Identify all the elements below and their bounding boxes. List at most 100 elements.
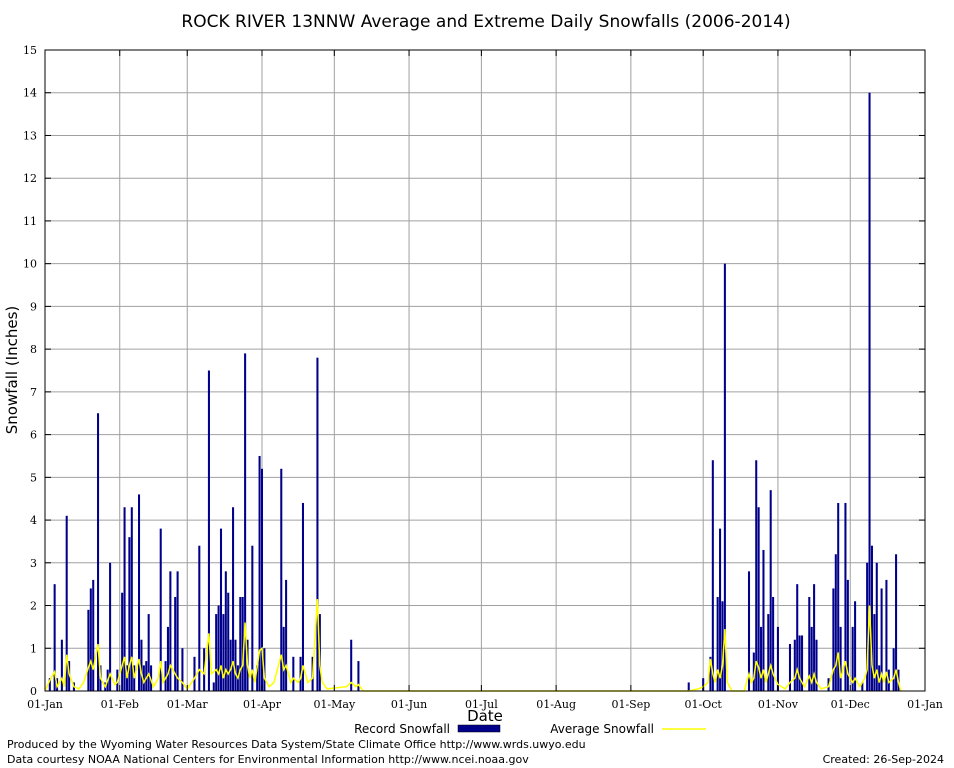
record-snowfall-bar bbox=[878, 665, 881, 691]
x-tick-label: 01-Mar bbox=[167, 698, 209, 711]
record-snowfall-bar bbox=[810, 626, 813, 691]
record-snowfall-bar bbox=[232, 507, 235, 691]
record-snowfall-bar bbox=[702, 678, 705, 691]
record-snowfall-bar bbox=[875, 562, 878, 691]
record-snowfall-bar bbox=[861, 682, 864, 691]
record-snowfall-bar bbox=[181, 648, 184, 691]
y-tick-label: 3 bbox=[30, 557, 37, 570]
x-tick-label: 01-Jun bbox=[391, 698, 427, 711]
record-snowfall-bar bbox=[256, 665, 259, 691]
record-snowfall-bar bbox=[48, 678, 51, 691]
y-tick-label: 9 bbox=[30, 300, 37, 313]
x-tick-label: 01-Oct bbox=[685, 698, 723, 711]
record-snowfall-bar bbox=[145, 661, 148, 691]
record-snowfall-bar bbox=[285, 579, 288, 691]
y-tick-label: 2 bbox=[30, 600, 37, 613]
record-snowfall-bar bbox=[142, 665, 145, 691]
record-snowfall-bars bbox=[48, 92, 900, 691]
record-snowfall-bar bbox=[164, 661, 167, 691]
record-snowfall-bar bbox=[350, 639, 353, 691]
x-tick-label: 01-Aug bbox=[536, 698, 576, 711]
record-snowfall-bar bbox=[709, 656, 712, 691]
x-axis-title: Date bbox=[467, 707, 503, 725]
y-tick-label: 8 bbox=[30, 343, 37, 356]
record-snowfall-bar bbox=[138, 494, 141, 691]
x-axis-ticks: 01-Jan 01-Feb 01-Mar 01-Apr 01-May 01-Jun 01-J… bbox=[27, 50, 943, 711]
footer-created: Created: 26-Sep-2024 bbox=[823, 753, 944, 766]
x-tick-label: 01-May bbox=[313, 698, 356, 711]
record-snowfall-bar bbox=[65, 515, 68, 691]
record-snowfall-bar bbox=[159, 528, 162, 691]
record-snowfall-bar bbox=[895, 554, 898, 691]
legend-swatch-record bbox=[457, 724, 501, 733]
record-snowfall-bar bbox=[166, 626, 169, 691]
record-snowfall-bar bbox=[193, 656, 196, 691]
record-snowfall-bar bbox=[723, 263, 726, 691]
y-tick-label: 4 bbox=[30, 514, 37, 527]
record-snowfall-bar bbox=[808, 596, 811, 691]
record-snowfall-bar bbox=[207, 370, 210, 691]
y-tick-label: 10 bbox=[23, 258, 37, 271]
record-snowfall-bar bbox=[747, 571, 751, 691]
record-snowfall-bar bbox=[772, 596, 775, 691]
y-tick-label: 12 bbox=[23, 172, 37, 185]
footer-courtesy: Data courtesy NOAA National Centers for … bbox=[7, 753, 529, 766]
record-snowfall-bar bbox=[832, 588, 835, 691]
footer-produced-by: Produced by the Wyoming Water Resources … bbox=[7, 738, 586, 751]
record-snowfall-bar bbox=[357, 661, 360, 691]
x-tick-label: 01-Nov bbox=[758, 698, 799, 711]
x-tick-label: 01-Jan bbox=[907, 698, 943, 711]
record-snowfall-bar bbox=[224, 571, 227, 691]
record-snowfall-bar bbox=[130, 507, 133, 691]
y-axis-title: Snowfall (Inches) bbox=[3, 306, 21, 434]
record-snowfall-bar bbox=[866, 562, 869, 691]
x-tick-label: 01-Apr bbox=[243, 698, 282, 711]
record-snowfall-bar bbox=[239, 596, 242, 691]
record-snowfall-bar bbox=[885, 579, 888, 691]
record-snowfall-bar bbox=[147, 614, 150, 691]
x-tick-label: 01-Sep bbox=[611, 698, 650, 711]
legend-label-average: Average Snowfall bbox=[550, 722, 654, 736]
record-snowfall-bar bbox=[89, 588, 92, 691]
record-snowfall-bar bbox=[251, 545, 254, 691]
record-snowfall-bar bbox=[241, 596, 244, 691]
record-snowfall-bar bbox=[755, 460, 758, 691]
record-snowfall-bar bbox=[815, 639, 818, 691]
legend: Record Snowfall Average Snowfall bbox=[354, 722, 706, 736]
y-tick-label: 15 bbox=[23, 44, 37, 57]
record-snowfall-bar bbox=[798, 635, 801, 691]
record-snowfall-bar bbox=[719, 528, 722, 691]
grid-lines bbox=[45, 50, 925, 691]
average-snowfall-line bbox=[44, 599, 902, 692]
record-snowfall-bar bbox=[128, 537, 131, 691]
record-snowfall-bar bbox=[752, 652, 755, 691]
record-snowfall-bar bbox=[834, 554, 837, 691]
x-tick-label: 01-Feb bbox=[101, 698, 139, 711]
y-tick-label: 14 bbox=[23, 87, 37, 100]
record-snowfall-bar bbox=[198, 545, 201, 691]
record-snowfall-bar bbox=[260, 468, 264, 691]
record-snowfall-bar bbox=[892, 648, 895, 691]
record-snowfall-bar bbox=[801, 635, 804, 691]
record-snowfall-bar bbox=[169, 571, 172, 691]
record-snowfall-bar bbox=[301, 502, 304, 691]
y-tick-label: 7 bbox=[30, 386, 37, 399]
record-snowfall-bar bbox=[851, 626, 854, 691]
record-snowfall-bar bbox=[87, 609, 90, 691]
record-snowfall-bar bbox=[870, 545, 873, 691]
record-snowfall-bar bbox=[837, 502, 840, 691]
y-tick-label: 6 bbox=[30, 429, 37, 442]
chart-title: ROCK RIVER 13NNW Average and Extreme Dai… bbox=[181, 12, 790, 32]
record-snowfall-bar bbox=[215, 614, 218, 691]
record-snowfall-bar bbox=[212, 682, 215, 691]
record-snowfall-bar bbox=[53, 584, 56, 691]
record-snowfall-bar bbox=[174, 596, 177, 691]
y-tick-label: 0 bbox=[30, 685, 37, 698]
record-snowfall-bar bbox=[229, 639, 232, 691]
record-snowfall-bar bbox=[123, 507, 126, 691]
record-snowfall-bar bbox=[839, 626, 842, 691]
y-tick-label: 1 bbox=[30, 642, 37, 655]
record-snowfall-bar bbox=[767, 614, 770, 691]
record-snowfall-bar bbox=[873, 614, 876, 691]
